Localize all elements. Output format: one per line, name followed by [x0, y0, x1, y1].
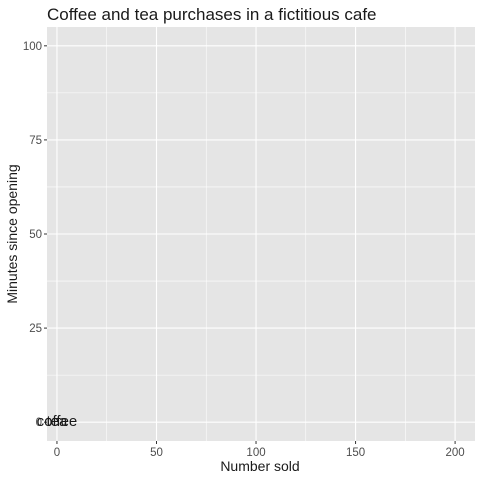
- x-tick-label: 150: [346, 447, 365, 459]
- x-tick-label: 0: [54, 447, 60, 459]
- y-tick-label: 25: [29, 323, 42, 335]
- y-axis-title: Minutes since opening: [4, 164, 20, 303]
- series-label-tea: tea: [47, 413, 69, 430]
- y-tick-label: 100: [23, 41, 42, 53]
- tick-labels: 0 50 100 150 200 0 25 50 75 100: [23, 41, 465, 459]
- y-tick-label: 50: [29, 229, 42, 241]
- major-gridlines: [47, 27, 475, 441]
- y-tick-label: 0: [36, 417, 42, 429]
- x-tick-label: 50: [150, 447, 163, 459]
- x-tick-label: 200: [445, 447, 464, 459]
- series-label-coffee: coffee: [37, 413, 78, 430]
- chart-title: Coffee and tea purchases in a fictitious…: [47, 5, 377, 24]
- y-tick-label: 75: [29, 135, 42, 147]
- x-axis-title: Number sold: [220, 458, 299, 474]
- axis-ticks: [44, 45, 456, 444]
- x-tick-label: 100: [246, 447, 265, 459]
